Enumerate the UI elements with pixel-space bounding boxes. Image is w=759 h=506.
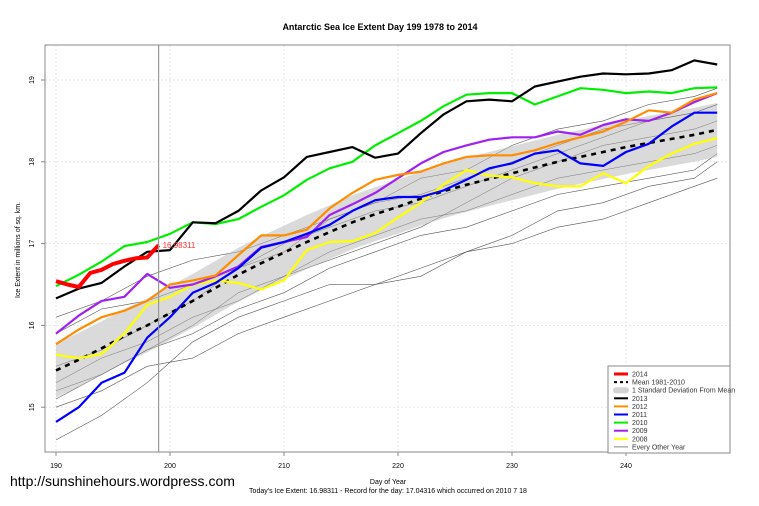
legend-label: 2014	[632, 372, 648, 379]
x-axis-label: Day of Year	[370, 479, 407, 486]
x-tick-label: 220	[392, 463, 404, 470]
legend-label: 2012	[632, 404, 648, 411]
x-tick-label: 190	[50, 463, 62, 470]
legend-label: 2008	[632, 436, 648, 443]
other-year-line	[55, 104, 718, 318]
x-tick-label: 230	[506, 463, 518, 470]
legend-box	[607, 365, 731, 454]
legend-label: 2009	[632, 428, 648, 435]
x-tick-label: 200	[164, 463, 176, 470]
y-tick-label: 18	[29, 158, 36, 166]
legend-label: Every Other Year	[632, 444, 686, 451]
std-dev-band	[56, 102, 718, 398]
y-tick-label: 15	[29, 403, 36, 411]
legend-label: 2013	[632, 396, 648, 403]
std-dev-band-area	[56, 102, 718, 398]
series-line-2014	[55, 243, 161, 289]
legend-swatch	[613, 387, 629, 394]
x-tick-label: 240	[620, 463, 632, 470]
legend-label: 2011	[632, 412, 647, 419]
x-tick-label: 210	[278, 463, 290, 470]
series-line-2009	[55, 92, 718, 335]
chart-title: Antarctic Sea Ice Extent Day 199 1978 to…	[282, 22, 477, 32]
other-year-line	[55, 104, 718, 367]
highlight-series	[55, 59, 718, 423]
series-line-2012	[55, 92, 718, 346]
mean-line	[55, 128, 718, 372]
legend-label: 2010	[632, 420, 648, 427]
footer-text: Today's Ice Extent: 16.98311 - Record fo…	[249, 488, 527, 495]
series-line-2013	[55, 59, 718, 300]
y-tick-label: 17	[29, 240, 36, 248]
other-years-lines-overlay	[55, 87, 718, 441]
y-tick-label: 16	[29, 321, 36, 329]
series-line-2008	[55, 137, 718, 360]
series-line-2011	[55, 111, 718, 423]
y-axis-label: Ice Extent in millions of sq. km.	[15, 202, 22, 298]
watermark-url: http://sunshinehours.wordpress.com	[10, 473, 235, 489]
y-axis: 15 16 17 18 19	[29, 76, 45, 411]
other-year-line	[55, 145, 718, 400]
other-year-line	[55, 161, 718, 408]
legend-label: 1 Standard Deviation From Mean	[632, 388, 735, 395]
plot-frame	[44, 44, 731, 453]
today-value-label: 16.98311	[163, 241, 196, 250]
x-axis: 190 200 210 220 230 240	[50, 452, 632, 470]
y-tick-label: 19	[29, 76, 36, 84]
series-line-2010	[55, 86, 718, 288]
other-year-line	[55, 87, 718, 334]
other-year-line	[55, 120, 718, 383]
legend-label: Mean 1981-2010	[632, 380, 685, 387]
